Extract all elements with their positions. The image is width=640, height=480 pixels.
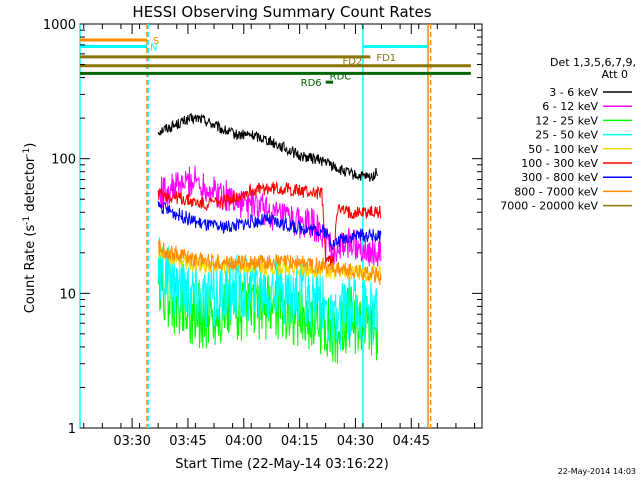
chart-title: HESSI Observing Summary Count Rates [132,3,431,21]
y-axis-label-sup2: -1 [22,148,32,157]
legend-label-8: 7000 - 20000 keV [500,200,598,213]
y-tick-label-0: 1 [68,422,76,437]
x-axis-label: Start Time (22-May-14 03:16:22) [175,457,389,472]
flag-bars: SN FD1 FD2 RDC RD6 [80,36,471,89]
legend-label-4: 50 - 100 keV [528,143,598,156]
vertical-lines [79,24,432,428]
flag-label-n: N [150,43,157,54]
series-1 [157,165,382,267]
y-axis-label: Count Rate (s-1 detector-1) [22,143,38,314]
legend-header-line-2: Att 0 [602,68,628,81]
legend-label-2: 12 - 25 keV [535,114,598,127]
y-tick-label-1: 10 [59,287,76,302]
legend-label-3: 25 - 50 keV [535,129,598,142]
x-tick-label-5: 04:45 [393,434,430,449]
y-axis-label-sup1: -1 [22,216,32,225]
y-tick-label-3: 1000 [43,18,76,33]
flag-label-s: S [153,36,159,47]
footer-date: 22-May-2014 14:03 [558,467,636,476]
series-3 [157,237,378,355]
legend-label-5: 100 - 300 keV [521,157,598,170]
x-tick-label-2: 04:00 [225,434,262,449]
series-0 [157,112,379,182]
legend-label-1: 6 - 12 keV [542,100,598,113]
y-tick-label-2: 100 [51,153,76,168]
y-axis-label-part1: Count Rate (s [23,225,38,314]
x-tick-label-3: 04:15 [281,434,318,449]
y-axis-label-part3: ) [23,143,38,148]
flag-label-fd1: FD1 [376,53,396,64]
series-6 [157,200,382,251]
flag-label-rd6: RD6 [301,78,322,89]
flag-label-fd2: FD2 [343,57,363,68]
y-axis-label-part2: detector [23,156,38,216]
x-tick-label-4: 04:30 [337,434,374,449]
series-7 [157,240,382,285]
flag-label-rdc: RDC [330,71,352,82]
legend-header-line-1: Det 1,3,5,6,7,9, [550,56,636,69]
series-5 [157,180,382,267]
legend-label-7: 800 - 7000 keV [514,185,598,198]
series-lines [157,112,382,364]
x-tick-label-1: 03:45 [169,434,206,449]
legend-label-6: 300 - 800 keV [521,171,598,184]
legend-label-0: 3 - 6 keV [549,86,598,99]
x-tick-label-0: 03:30 [113,434,150,449]
axes: 1 10 100 1000 03:30 03:45 04:00 04:15 04:30 04:45 [43,18,482,449]
